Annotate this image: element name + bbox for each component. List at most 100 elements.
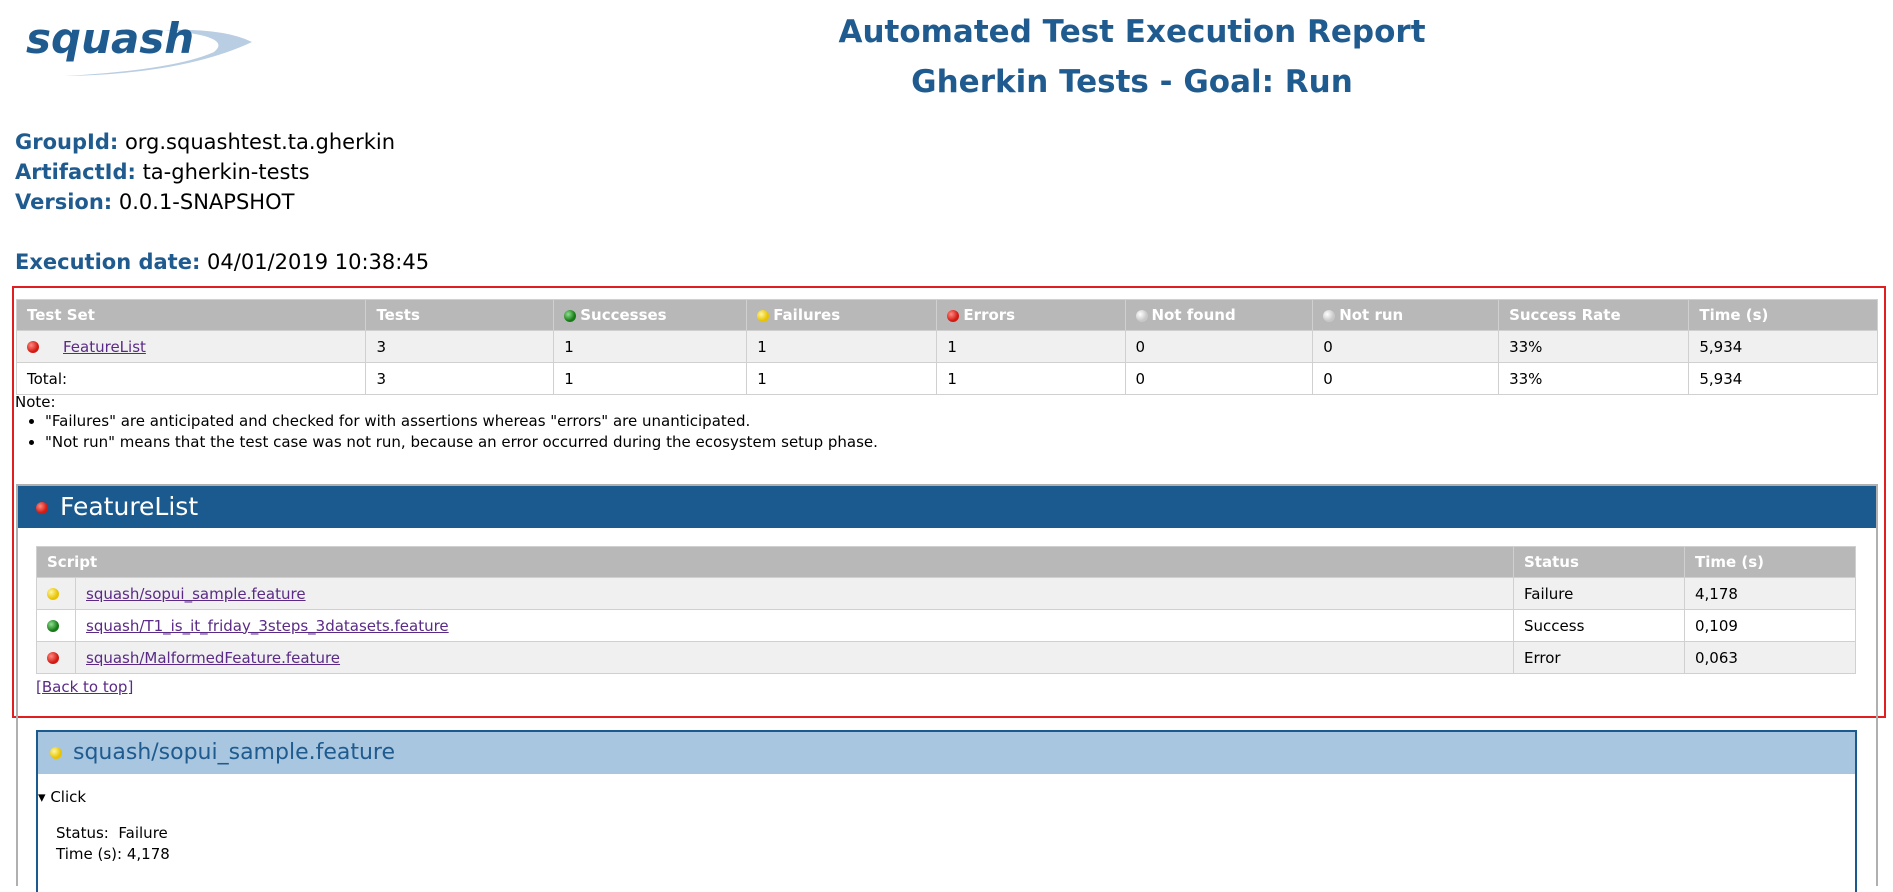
highlight-box (12, 286, 1886, 718)
cell: 5,934 (1688, 362, 1878, 395)
header-text: Not found (1151, 306, 1236, 324)
header-cell: Success Rate (1498, 299, 1690, 331)
cell: 33% (1498, 330, 1690, 363)
status-dot (47, 620, 59, 632)
execution-date: Execution date: 04/01/2019 10:38:45 (15, 250, 429, 274)
script-header: squash/sopui_sample.feature (38, 732, 1855, 774)
cell-text: 0 (1323, 369, 1333, 388)
cell: 33% (1498, 362, 1690, 395)
cell-text: 1 (564, 337, 574, 356)
cell: 1 (936, 362, 1126, 395)
dot-cell (36, 577, 76, 610)
cell: 0,063 (1684, 641, 1856, 674)
status-dot (47, 652, 59, 664)
cell: squash/sopui_sample.feature (75, 577, 1514, 610)
test-set-link[interactable]: FeatureList (63, 337, 146, 356)
cell-text: Error (1524, 648, 1561, 667)
cell-text: 3 (376, 369, 386, 388)
header-text: Success Rate (1509, 306, 1621, 324)
logo: squash (24, 14, 254, 78)
info-line: GroupId: org.squashtest.ta.gherkin (15, 130, 395, 154)
header-row: Test Set Tests Successes Failures Errors Not … (15, 299, 1878, 331)
cell: 0 (1312, 362, 1500, 395)
cell: squash/T1_is_it_friday_3steps_3datasets.… (75, 609, 1514, 642)
cell-text: 0,063 (1695, 648, 1738, 667)
data-row: squash/sopui_sample.feature Failure 4,178 (36, 577, 1856, 610)
feature-title: FeatureList (59, 492, 199, 521)
cell-text: 5,934 (1699, 337, 1743, 356)
cell: Error (1513, 641, 1685, 674)
script-link[interactable]: squash/T1_is_it_friday_3steps_3datasets.… (86, 616, 449, 635)
value: 4,178 (126, 845, 170, 863)
cell-text: 1 (564, 369, 574, 388)
cell-text: 3 (376, 337, 386, 356)
feature-table: Script Status Time (s) squash/sopui_sample.… (36, 546, 1856, 674)
header-cell: Not found (1124, 299, 1314, 331)
cell: Success (1513, 609, 1685, 642)
note-item: "Not run" means that the test case was n… (45, 432, 878, 453)
note-title: Note: (15, 393, 56, 411)
header-cell: Time (s) (1684, 546, 1856, 578)
cell: squash/MalformedFeature.feature (75, 641, 1514, 674)
status-dot (36, 502, 48, 514)
header-cell: Successes (553, 299, 748, 331)
header-text: Failures (773, 306, 841, 324)
report-title: Automated Test Execution Report (838, 14, 1426, 50)
cell-text: Success (1524, 616, 1585, 635)
cell-text: 1 (947, 369, 957, 388)
value: ta-gherkin-tests (142, 160, 310, 184)
header-text: Errors (963, 306, 1016, 324)
notes: "Failures" are anticipated and checked f… (0, 411, 878, 453)
script-title: squash/sopui_sample.feature (73, 740, 396, 765)
back-to-top[interactable]: [Back to top] (36, 678, 134, 696)
cell: 1 (553, 330, 748, 363)
cell: 0,109 (1684, 609, 1856, 642)
cell-text: 0 (1135, 369, 1146, 388)
script-link[interactable]: squash/sopui_sample.feature (86, 584, 306, 603)
cell: 1 (553, 362, 748, 395)
logo-swoosh (64, 29, 252, 76)
cell: 3 (365, 330, 555, 363)
value: org.squashtest.ta.gherkin (124, 130, 396, 154)
data-row: FeatureList 3 1 1 1 0 0 33% 5,934 (15, 330, 1878, 363)
status-dot (1135, 309, 1148, 322)
cell-text: 0,109 (1695, 616, 1738, 635)
cell: Total: (15, 362, 367, 395)
feature-header: FeatureList (18, 486, 1876, 528)
cell-text: 1 (947, 337, 957, 356)
label: Status: (56, 824, 109, 842)
cell: 0 (1124, 330, 1314, 363)
header-cell: Failures (746, 299, 938, 331)
script-link[interactable]: squash/MalformedFeature.feature (86, 648, 341, 667)
note-item: "Failures" are anticipated and checked f… (45, 411, 878, 432)
dot-cell (36, 641, 76, 674)
cell-text: Failure (1524, 584, 1574, 603)
cell-text: 1 (757, 369, 767, 388)
cell: 0 (1312, 330, 1500, 363)
label: Time (s): (56, 845, 123, 863)
cell-text: 1 (757, 337, 767, 356)
info-line: Version: 0.0.1-SNAPSHOT (15, 190, 294, 214)
header-text: Time (s) (1699, 306, 1769, 324)
status-dot (50, 747, 62, 759)
step-toggle[interactable]: ▾ Click (38, 788, 87, 806)
cell: FeatureList (15, 330, 366, 363)
status-dot (47, 588, 59, 600)
cell: 0 (1124, 362, 1314, 395)
header-text: Not run (1339, 306, 1404, 324)
step-name: Click (50, 788, 87, 806)
cell: 5,934 (1688, 330, 1878, 363)
header-text: Tests (376, 306, 420, 324)
cell: 1 (936, 330, 1126, 363)
cell-text: 0 (1323, 337, 1333, 356)
header-text: Script (47, 553, 98, 571)
header-text: Time (s) (1695, 553, 1765, 571)
value: Failure (118, 824, 168, 842)
label: Execution date: (15, 250, 201, 274)
header-cell: Status (1513, 546, 1685, 578)
header-text: Test Set (27, 306, 95, 324)
cell: Failure (1513, 577, 1685, 610)
cell-text: Total: (27, 369, 68, 388)
cell-text: 5,934 (1699, 369, 1743, 388)
